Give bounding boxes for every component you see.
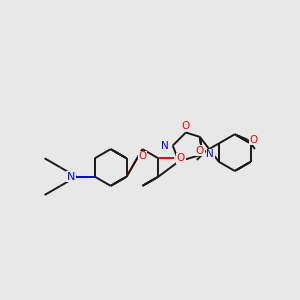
Text: N: N [161, 141, 169, 151]
Text: N: N [67, 172, 75, 182]
Text: O: O [196, 146, 204, 156]
Text: N: N [206, 149, 214, 159]
Text: O: O [182, 121, 190, 130]
Text: O: O [177, 153, 185, 163]
Text: O: O [250, 135, 258, 145]
Text: O: O [138, 151, 147, 161]
